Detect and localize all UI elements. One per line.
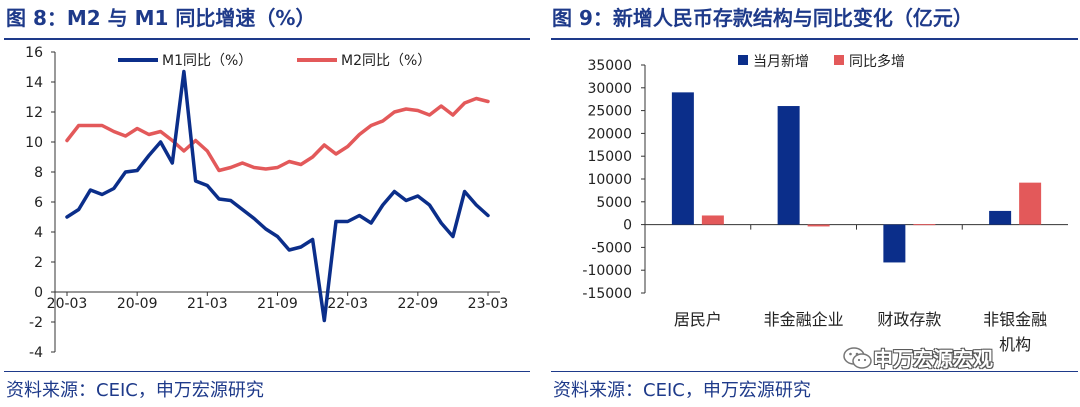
legend-m1-label: M1同比（%） (162, 53, 252, 69)
left-source-note: 资料来源：CEIC，申万宏源研究 (6, 380, 264, 401)
x-tick-label: 21-09 (257, 296, 298, 312)
y-tick-label: 10 (25, 135, 43, 151)
left-title-rule (4, 38, 530, 40)
y-tick-label: 25000 (587, 104, 632, 120)
m2-series-line (65, 96, 490, 173)
y-tick-label: 14 (25, 75, 43, 91)
y-tick-label: 0 (623, 218, 632, 234)
y-tick-label: -5000 (591, 240, 632, 256)
legend-yoy-change-label: 同比多增 (849, 53, 905, 70)
x-category-label: 机构 (999, 335, 1031, 354)
bar-yoy-change-1 (701, 215, 724, 225)
y-tick-label: 20000 (587, 126, 632, 142)
x-tick-label: 20-03 (47, 296, 88, 312)
right-title-rule (551, 38, 1078, 40)
y-tick-label: 8 (34, 165, 43, 181)
watermark: 申万宏源宏观 (843, 343, 993, 372)
bar-new-deposit-3 (883, 224, 906, 263)
x-tick-label: 21-03 (187, 296, 228, 312)
y-tick-label: 30000 (587, 81, 632, 97)
x-tick-label: 20-09 (117, 296, 158, 312)
x-tick-label: 22-09 (397, 296, 438, 312)
legend-new-deposit-label: 当月新增 (753, 54, 809, 70)
y-tick-label: -15000 (582, 286, 632, 302)
x-category-label: 非金融企业 (764, 310, 844, 329)
deposit-bar-chart: -15000 -10000 -5000 0 5000 10000 15000 20000 250… (582, 53, 1068, 354)
m1-series-line (65, 69, 490, 323)
y-tick-label: 5000 (596, 195, 632, 211)
left-chart-title: 图 8：M2 与 M1 同比增速（%） (6, 6, 316, 30)
wechat-icon (843, 346, 872, 369)
y-tick-label: 4 (34, 225, 43, 241)
x-tick-label: 23-03 (468, 296, 509, 312)
y-tick-label: 16 (25, 45, 43, 61)
right-chart-title: 图 9：新增人民币存款结构与同比变化（亿元） (552, 6, 973, 30)
y-tick-label: 0 (34, 285, 43, 301)
x-tick-label: 22-03 (327, 296, 368, 312)
bar-new-deposit-4 (989, 210, 1012, 225)
y-tick-label: 12 (25, 105, 43, 121)
x-category-label: 居民户 (674, 310, 722, 329)
bar-yoy-change-2 (807, 224, 830, 227)
legend-new-deposit-swatch (738, 55, 748, 65)
bar-yoy-change-4 (1019, 182, 1042, 225)
y-tick-label: -2 (29, 315, 43, 331)
y-tick-label: 6 (34, 195, 43, 211)
m1-m2-line-chart: -4 -2 0 2 4 6 8 10 12 14 16 20-03 20-09 21-03 21-09 22-… (25, 45, 509, 361)
y-tick-label: 10000 (587, 172, 632, 188)
x-category-label: 非银金融 (983, 310, 1047, 329)
right-source-rule (551, 371, 1078, 372)
y-tick-label: -10000 (582, 263, 632, 279)
bar-yoy-change-3 (913, 224, 936, 226)
y-tick-label: 15000 (587, 149, 632, 165)
right-source-note: 资料来源：CEIC，申万宏源研究 (553, 380, 811, 401)
bar-new-deposit-1 (671, 92, 694, 225)
left-source-rule (4, 371, 530, 372)
legend-m2-label: M2同比（%） (341, 53, 431, 69)
y-tick-label: 2 (34, 255, 43, 271)
watermark-text: 申万宏源宏观 (873, 347, 993, 371)
y-tick-label: -4 (29, 345, 43, 361)
y-tick-label: 35000 (587, 58, 632, 74)
legend-yoy-change-swatch (834, 55, 844, 65)
x-category-label: 财政存款 (877, 310, 941, 329)
bar-new-deposit-2 (777, 106, 800, 225)
